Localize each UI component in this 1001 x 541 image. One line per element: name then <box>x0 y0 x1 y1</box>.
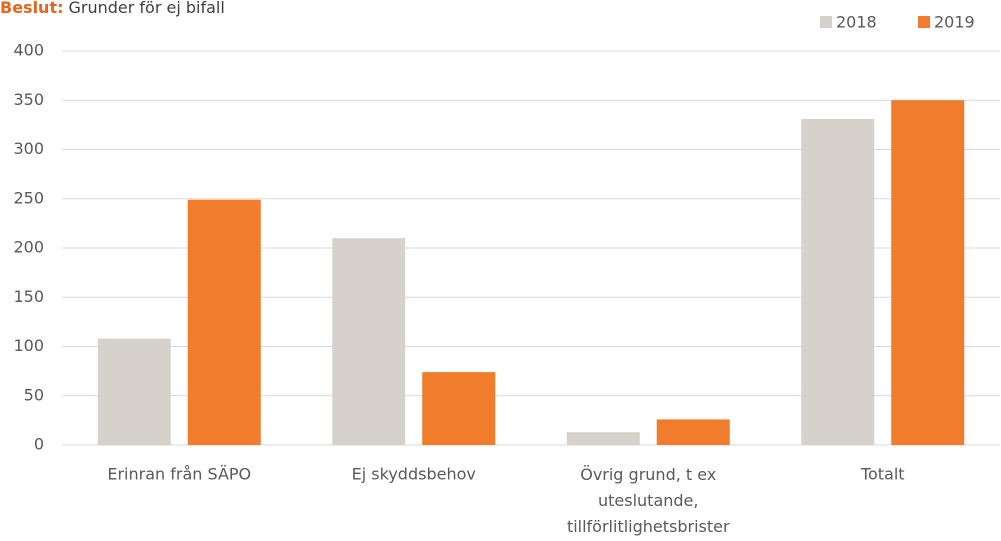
legend-label: 2018 <box>836 13 877 32</box>
y-tick-label: 50 <box>24 385 44 404</box>
legend-swatch <box>918 16 930 28</box>
y-tick-label: 400 <box>13 41 44 60</box>
x-tick-label: Totalt <box>860 465 905 484</box>
bar <box>891 100 965 445</box>
bar <box>801 118 875 445</box>
y-tick-label: 300 <box>13 139 44 158</box>
bar <box>97 338 171 445</box>
bar <box>187 199 261 445</box>
chart-title: Beslut: Grunder för ej bifall <box>0 0 225 17</box>
y-tick-label: 350 <box>13 90 44 109</box>
title-lead: Beslut: <box>0 0 64 17</box>
legend-label: 2019 <box>934 13 975 32</box>
y-tick-label: 100 <box>13 336 44 355</box>
bar <box>656 419 730 445</box>
title-main: Grunder för ej bifall <box>69 0 225 17</box>
y-tick-label: 150 <box>13 287 44 306</box>
legend-swatch <box>820 16 832 28</box>
bar <box>566 432 640 445</box>
x-tick-label: Erinran från SÄPO <box>107 465 251 484</box>
bar <box>422 372 496 445</box>
x-tick-label: Övrig grund, t ex uteslutande, tillförlitl… <box>567 465 730 536</box>
y-tick-label: 200 <box>13 238 44 257</box>
x-tick-label: Ej skyddsbehov <box>352 465 476 484</box>
y-tick-label: 250 <box>13 188 44 207</box>
bar <box>332 238 406 445</box>
y-tick-label: 0 <box>34 435 44 454</box>
